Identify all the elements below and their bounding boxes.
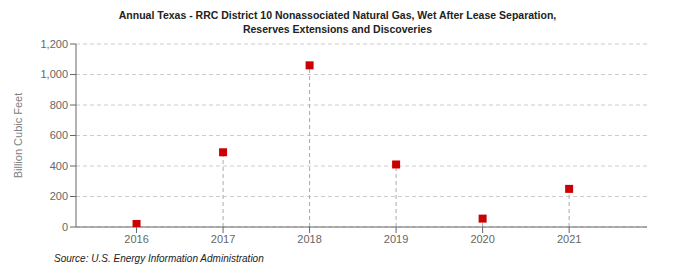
svg-text:Billion Cubic Feet: Billion Cubic Feet	[12, 93, 24, 179]
svg-text:2018: 2018	[297, 233, 321, 245]
svg-text:2021: 2021	[557, 233, 581, 245]
svg-text:2020: 2020	[470, 233, 494, 245]
html-text:Annual Texas - RRC District 10: Annual Texas - RRC District 10 Nonassoci…	[118, 9, 557, 21]
svg-text:400: 400	[50, 160, 68, 172]
svg-text:600: 600	[50, 129, 68, 141]
html-text:Reserves Extensions and Discov: Reserves Extensions and Discoveries	[242, 23, 432, 35]
svg-text:0: 0	[62, 221, 68, 233]
svg-text:800: 800	[50, 99, 68, 111]
svg-text:2017: 2017	[211, 233, 235, 245]
svg-text:2016: 2016	[124, 233, 148, 245]
html-text:Source: U.S. Energy Informatio: Source: U.S. Energy Information Administ…	[54, 253, 264, 264]
svg-text:1,000: 1,000	[40, 68, 68, 80]
svg-text:1,200: 1,200	[40, 38, 68, 50]
svg-text:2019: 2019	[384, 233, 408, 245]
svg-text:200: 200	[50, 190, 68, 202]
